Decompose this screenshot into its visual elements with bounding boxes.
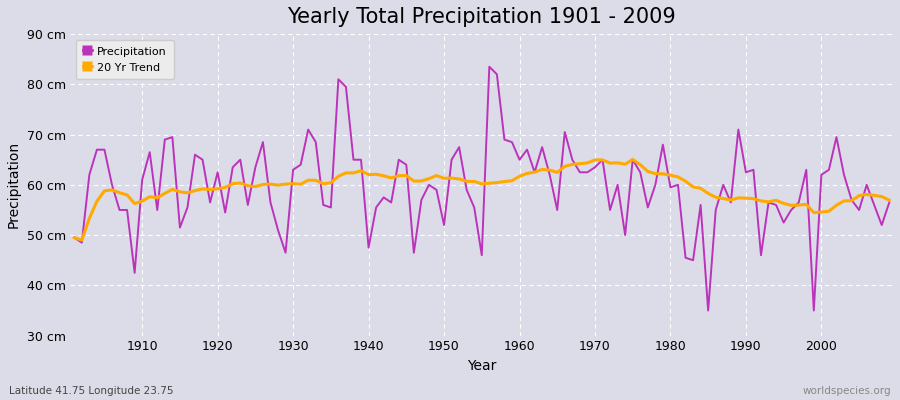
Text: Latitude 41.75 Longitude 23.75: Latitude 41.75 Longitude 23.75	[9, 386, 174, 396]
Title: Yearly Total Precipitation 1901 - 2009: Yearly Total Precipitation 1901 - 2009	[287, 7, 676, 27]
Y-axis label: Precipitation: Precipitation	[7, 141, 21, 228]
X-axis label: Year: Year	[467, 359, 497, 373]
Text: worldspecies.org: worldspecies.org	[803, 386, 891, 396]
Legend: Precipitation, 20 Yr Trend: Precipitation, 20 Yr Trend	[76, 40, 174, 79]
